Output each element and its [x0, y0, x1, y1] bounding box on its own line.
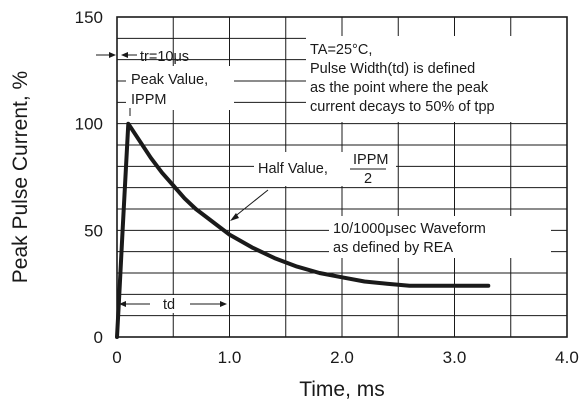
y-tick-label: 0 — [94, 328, 103, 347]
y-tick-label: 150 — [75, 8, 103, 27]
waveform-series — [115, 121, 491, 339]
half-value-label: Half Value, — [258, 161, 328, 177]
half-value-numerator: IPPM — [353, 152, 388, 168]
peak-value-label: Peak Value, — [131, 72, 208, 88]
conditions-line-3: as the point where the peak — [310, 80, 489, 96]
x-tick-label: 4.0 — [555, 348, 579, 367]
rise-time-label: tr=10μs — [140, 49, 189, 65]
x-tick-label: 2.0 — [330, 348, 354, 367]
waveform-line — [115, 121, 491, 339]
conditions-box — [306, 36, 585, 122]
peak-value-annotation: Peak Value, IPPM — [129, 72, 208, 116]
pulse-width-label: td — [163, 297, 175, 313]
conditions-annotation: TA=25°C, Pulse Width(td) is defined as t… — [310, 42, 495, 115]
plot-frame — [116, 16, 568, 338]
conditions-line-2: Pulse Width(td) is defined — [310, 61, 475, 77]
rise-time-annotation: tr=10μs — [96, 49, 189, 65]
waveform-line-1: 10/1000μsec Waveform — [333, 221, 486, 237]
conditions-line-1: TA=25°C, — [310, 42, 372, 58]
peak-box — [126, 66, 234, 110]
waveform-box — [329, 216, 551, 258]
tick-labels: 0 1.0 2.0 3.0 4.0 0 50 100 150 — [75, 8, 579, 367]
waveform-line-2: as defined by REA — [333, 240, 453, 256]
y-tick-label: 100 — [75, 115, 103, 134]
x-tick-label: 3.0 — [443, 348, 467, 367]
y-axis-title: Peak Pulse Current, % — [9, 71, 32, 283]
waveform-annotation: 10/1000μsec Waveform as defined by REA — [333, 221, 486, 256]
x-axis-title: Time, ms — [299, 378, 385, 401]
x-tick-label: 0 — [112, 348, 121, 367]
half-value-annotation: Half Value, IPPM 2 — [230, 152, 396, 221]
pulse-width-annotation: td — [119, 295, 227, 313]
peak-value-symbol: IPPM — [131, 92, 166, 108]
conditions-line-4: current decays to 50% of tpp — [310, 99, 495, 115]
half-value-denominator: 2 — [364, 171, 372, 187]
x-tick-label: 1.0 — [218, 348, 242, 367]
y-tick-label: 50 — [84, 221, 103, 240]
